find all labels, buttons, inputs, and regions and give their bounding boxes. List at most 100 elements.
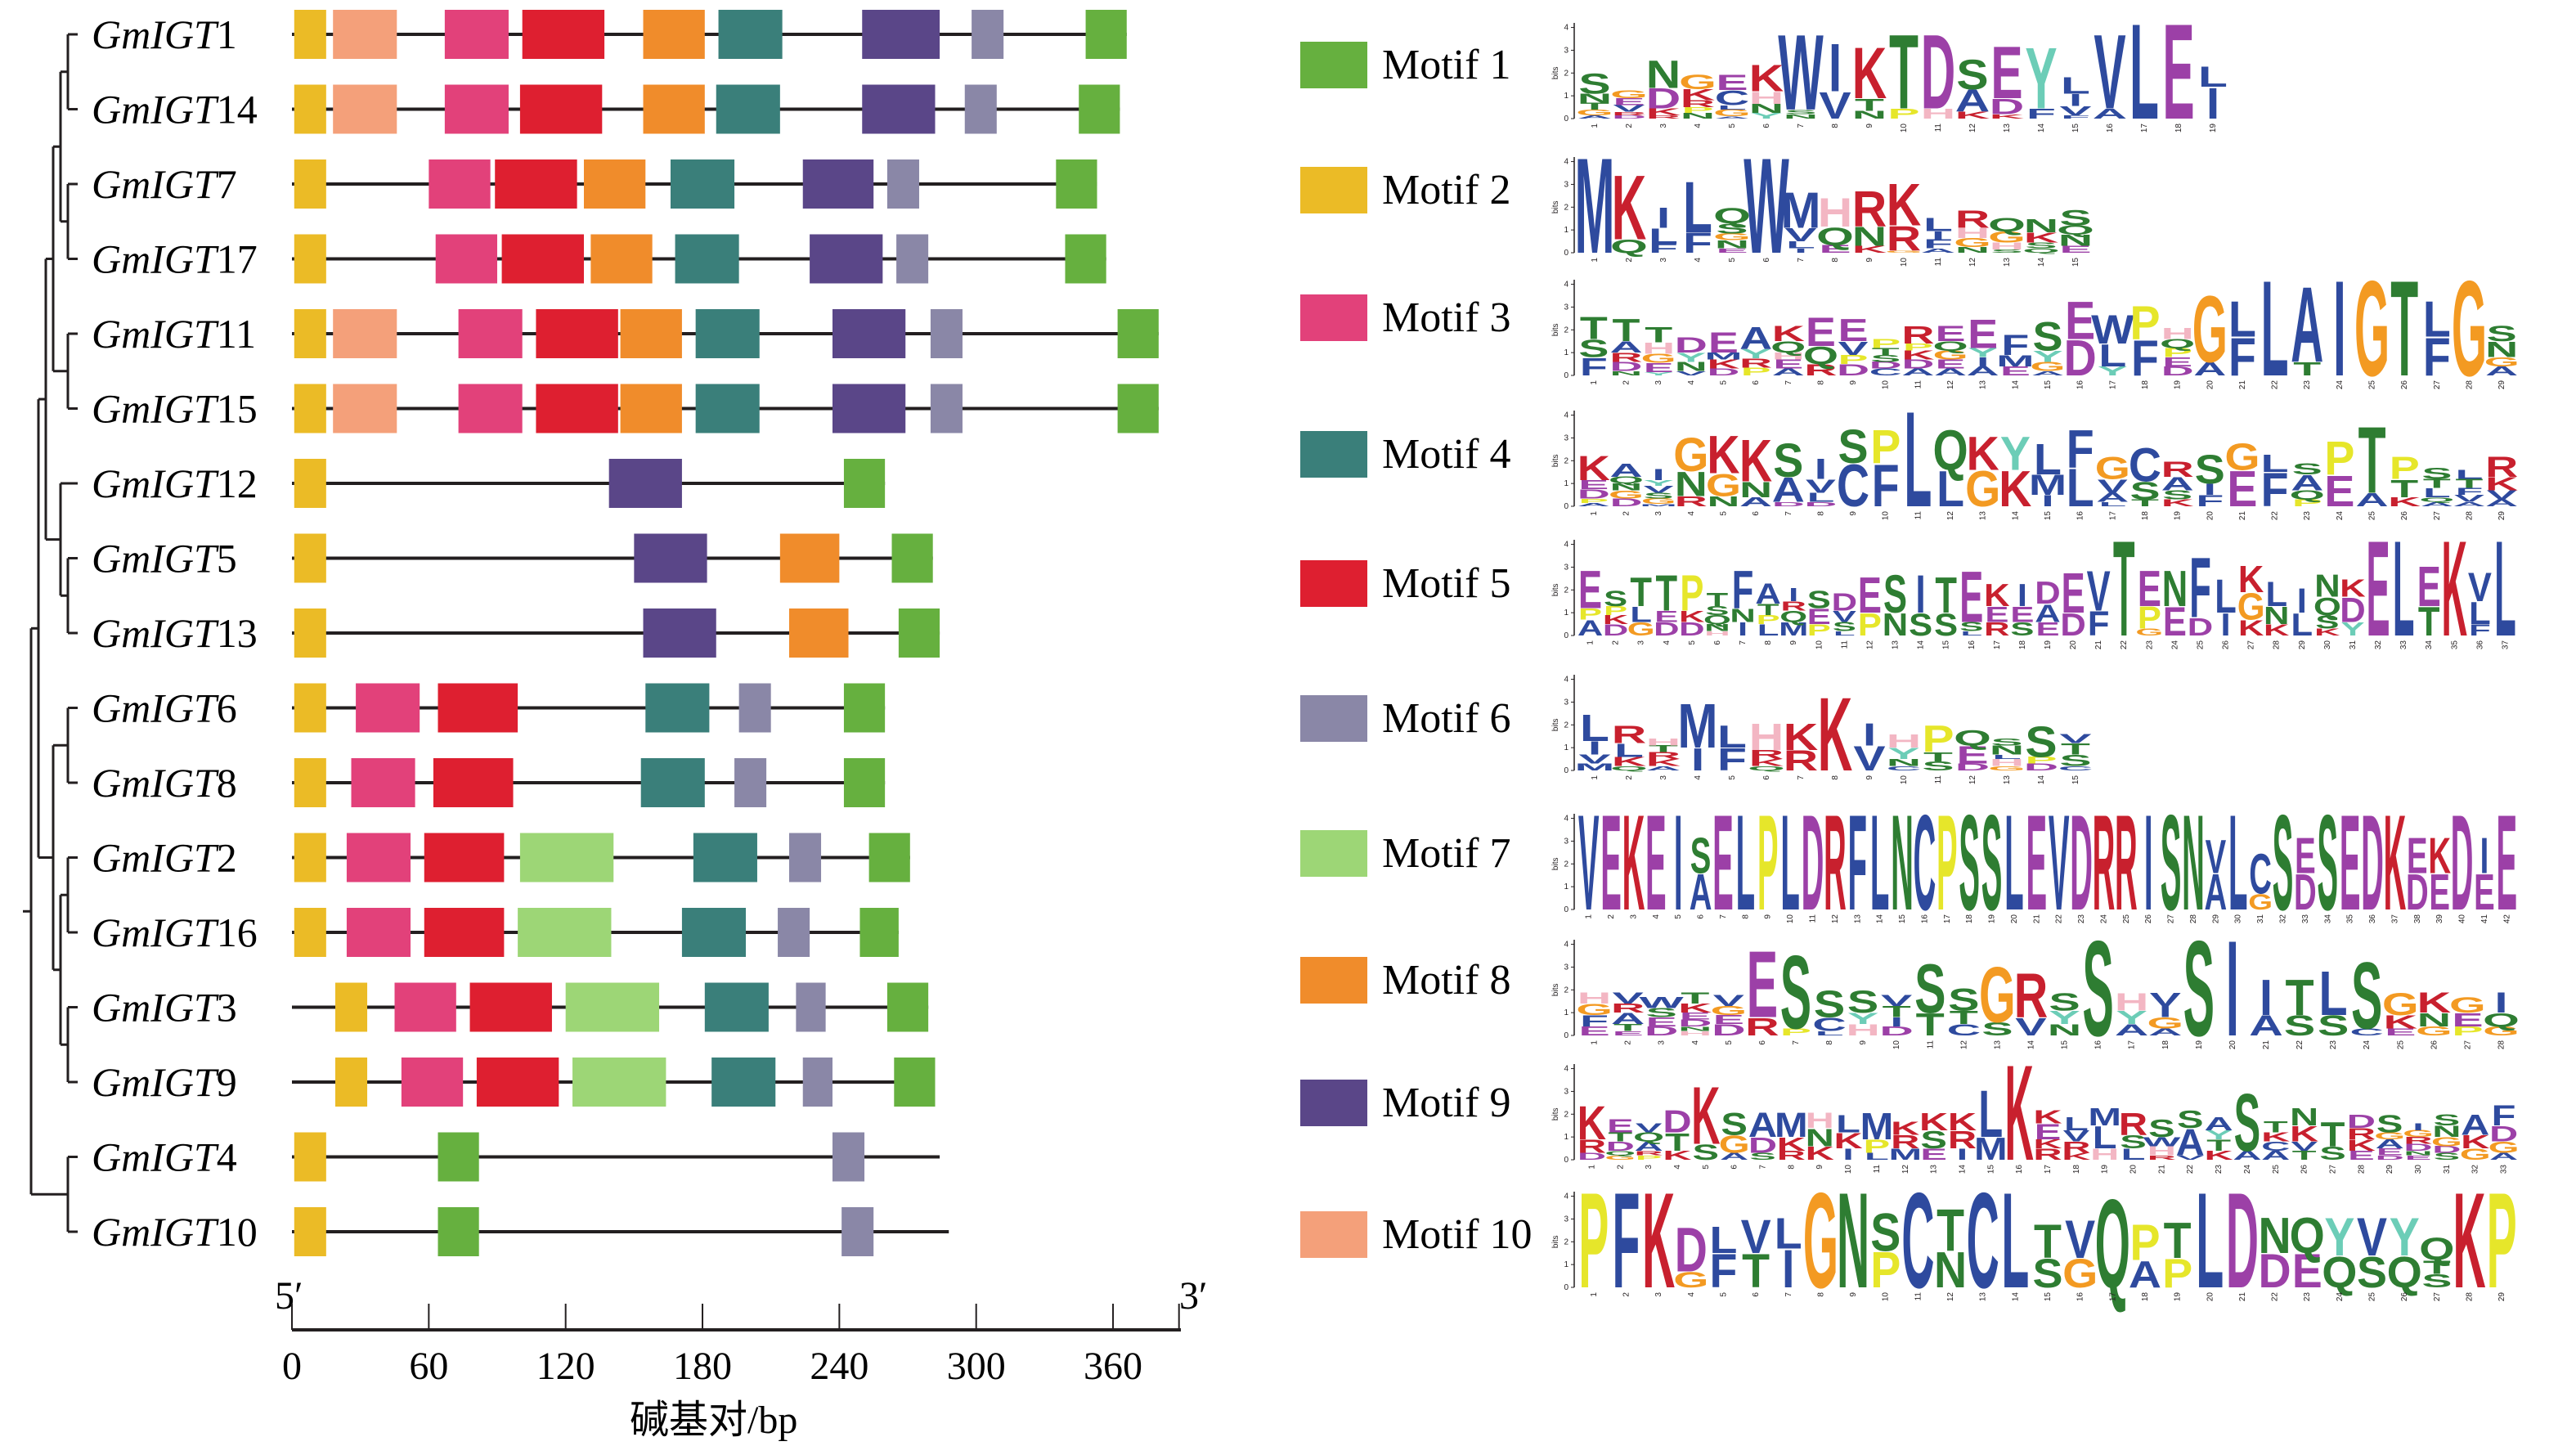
logo-letter: E (1806, 309, 1836, 355)
logo-letter: A (2148, 1026, 2183, 1037)
motif-10-box (333, 10, 397, 59)
logo-letter: G (1641, 352, 1676, 366)
logo-letter: S (1909, 607, 1932, 642)
logo-letter: I (2144, 787, 2153, 939)
logo-letter: M (1704, 351, 1742, 362)
motif-4-box (670, 159, 735, 209)
logo-letter: E (2292, 1246, 2322, 1298)
logo-position-label: 17 (2044, 1165, 2053, 1174)
logo-letter: A (2356, 489, 2389, 510)
logo-letter: H (1990, 757, 2024, 768)
logo-letter: T (2456, 477, 2484, 491)
logo-letter: H (1955, 226, 1990, 241)
logo-position-label: 8 (1741, 914, 1750, 919)
motif-5-box (495, 159, 577, 209)
logo-letter: E (2138, 561, 2161, 617)
logo-letter: E (1712, 787, 1734, 939)
logo-position-label: 4 (1673, 1165, 1682, 1170)
gene-label-prefix: GmIGT (92, 610, 219, 656)
motif-5-box (501, 234, 584, 284)
logo-position-label: 12 (1946, 380, 1955, 390)
logo-letter: K (2461, 1131, 2490, 1152)
logo-letter: D (1606, 1139, 1635, 1154)
logo-letter: T (1630, 568, 1652, 615)
logo-position-label: 16 (2076, 511, 2085, 521)
logo-position-label: 28 (2497, 1040, 2506, 1050)
motif-9-box (608, 459, 682, 508)
logo-letter: A (2129, 1253, 2161, 1296)
logo-letter: T (2390, 474, 2418, 503)
logo-position-label: 31 (2256, 914, 2265, 924)
logo-letter: K (1891, 1118, 1920, 1139)
motif-2-box (294, 683, 326, 733)
logo-letter: Y (1750, 111, 1782, 120)
logo-letter: T (1707, 589, 1729, 610)
logo-position-label: 3 (1654, 1292, 1663, 1297)
logo-letter: V (1578, 787, 1600, 939)
logo-position-label: 29 (2497, 511, 2506, 521)
logo-y-tick-label: 3 (1564, 963, 1568, 972)
logo-letter: R (1612, 111, 1646, 117)
logo-letter: Y (1887, 745, 1919, 763)
logo-letter: L (2064, 1113, 2089, 1134)
motif-5-box (433, 758, 514, 807)
legend-item-motif-7: Motif 7 (1300, 830, 1510, 877)
logo-letter: L (1936, 461, 1964, 517)
logo-position-label: 9 (1789, 640, 1798, 645)
logo-position-label: 19 (1988, 914, 1997, 924)
logo-position-label: 17 (2108, 1292, 2117, 1302)
logo-position-label: 8 (1831, 258, 1840, 263)
motif-9-box (862, 84, 936, 134)
logo-letter: S (1981, 1018, 2013, 1040)
logo-position-label: 1 (1585, 914, 1594, 919)
logo-letter: I (2260, 969, 2273, 1026)
logo-letter: L (1709, 1219, 1737, 1261)
logo-letter: A (1755, 578, 1780, 610)
logo-position-label: 1 (1591, 1040, 1600, 1045)
legend-label: Motif 4 (1382, 431, 1510, 478)
logo-letter: K (2383, 1012, 2417, 1033)
logo-letter: P (2162, 346, 2192, 360)
logo-position-label: 29 (2211, 914, 2220, 924)
logo-position-label: 23 (2215, 1165, 2224, 1174)
x-axis: 5′ 3′ 0 60 120 180 240 300 360 碱基对/bp (275, 1274, 1208, 1442)
logo-letter: E (2429, 863, 2450, 920)
logo-letter: I (1738, 618, 1748, 640)
motif-2-box (294, 234, 326, 284)
logo-letter: E (2367, 512, 2390, 664)
logo-letter: T (2206, 1136, 2231, 1154)
logo-letter: I (1815, 453, 1827, 485)
motif-2-box (294, 84, 326, 134)
logo-letter: R (2347, 1125, 2376, 1143)
logo-position-label: 12 (1968, 775, 1977, 785)
motif-3-box (401, 1058, 464, 1107)
logo-position-label: 12 (1831, 914, 1840, 924)
logo-letter: R (1784, 745, 1818, 777)
logo-letter: A (2193, 358, 2226, 379)
logo-letter: R (1675, 493, 1708, 509)
logo-letter: P (1858, 607, 1882, 642)
logo-letter: A (2489, 1152, 2518, 1162)
logo-position-label: 33 (2500, 1165, 2509, 1174)
logo-letter: D (1832, 587, 1857, 615)
logo-letter: Q (2022, 247, 2060, 254)
logo-letter: D (2226, 1165, 2259, 1317)
logo-letter: S (2025, 241, 2057, 250)
gene-label-prefix: GmIGT (92, 1209, 219, 1255)
logo-letter: I (2206, 79, 2219, 128)
motif-3-box (444, 10, 509, 59)
logo-letter: K (1990, 113, 2024, 120)
logo-letter: D (1869, 361, 1902, 371)
logo-letter: A (2161, 474, 2194, 495)
legend-label: Motif 10 (1382, 1211, 1532, 1258)
gene-label: GmIGT7 (92, 161, 237, 207)
logo-letter: D (2161, 364, 2194, 378)
logo-letter: E (1985, 602, 2008, 627)
logo-letter: R (2115, 787, 2138, 939)
logo-letter: G (2062, 1251, 2098, 1296)
logo-letter: W (2091, 307, 2134, 353)
logo-letter: K (1577, 449, 1610, 487)
logo-position-label: 26 (2144, 914, 2153, 924)
logo-letter: S (2421, 465, 2452, 483)
motif-3-box (394, 982, 456, 1032)
